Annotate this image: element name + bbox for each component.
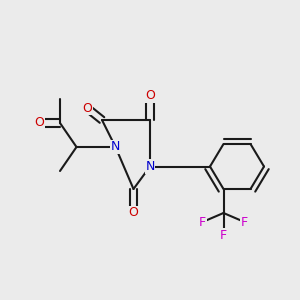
- Text: O: O: [129, 206, 138, 220]
- Text: N: N: [111, 140, 120, 154]
- Text: O: O: [34, 116, 44, 130]
- Text: F: F: [241, 215, 248, 229]
- Text: N: N: [145, 160, 155, 173]
- Text: F: F: [199, 215, 206, 229]
- Text: O: O: [145, 89, 155, 103]
- Text: O: O: [82, 101, 92, 115]
- Text: F: F: [220, 229, 227, 242]
